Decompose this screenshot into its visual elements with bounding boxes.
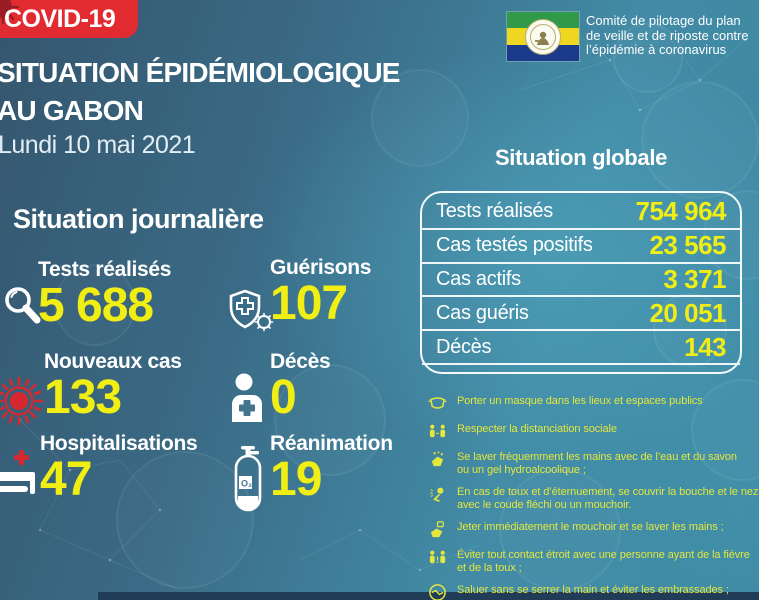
virus-icon <box>0 376 44 426</box>
report-date: Lundi 10 mai 2021 <box>0 131 196 159</box>
no-handshake-icon <box>429 584 446 600</box>
stat-value: 0 <box>270 371 297 424</box>
stat-deces: Décès 0 <box>270 350 331 424</box>
table-row: Tests réalisés 754 964 <box>422 196 740 230</box>
hand-wash-icon <box>431 451 444 467</box>
shield-cross-icon <box>229 289 274 332</box>
person-cross-icon <box>232 373 262 422</box>
committee-title-line1: Comité de pilotage du plan <box>586 13 741 28</box>
row-value: 23 565 <box>649 230 726 261</box>
row-value: 3 371 <box>663 263 726 294</box>
banner-label: COVID-19 <box>4 4 116 33</box>
magnifier-icon <box>5 287 41 324</box>
list-item: Respecter la distanciation sociale <box>428 423 759 441</box>
list-item: En cas de toux et d’éternuement, se couv… <box>428 486 759 511</box>
gabon-flag-logo <box>507 12 579 61</box>
stat-label: Guérisons <box>270 256 372 279</box>
row-label: Décès <box>436 335 492 358</box>
bottom-accent-bar <box>98 592 759 600</box>
recommendation-text: Porter un masque dans les lieux et espac… <box>457 395 703 407</box>
table-row: Cas testés positifs 23 565 <box>422 230 740 264</box>
row-value: 20 051 <box>649 297 726 328</box>
table-row: Décès 143 <box>422 331 740 365</box>
list-item: Porter un masque dans les lieux et espac… <box>428 395 759 413</box>
page-title-line2: AU GABON <box>0 95 144 126</box>
global-section-heading: Situation globale <box>494 145 668 170</box>
recommendation-text: Respecter la distanciation sociale <box>457 423 617 435</box>
committee-title-line3: l’épidémie à coronavirus <box>586 42 727 57</box>
global-situation-table: Tests réalisés 754 964 Cas testés positi… <box>420 191 742 374</box>
stat-tests-realises: Tests réalisés 5 688 <box>38 258 171 330</box>
sneeze-elbow-icon <box>430 487 444 502</box>
stat-label: Nouveaux cas <box>44 350 182 373</box>
recommendation-text: En cas de toux et d’éternuement, se couv… <box>457 486 759 511</box>
covid19-banner: COVID-19 <box>0 0 138 38</box>
stat-label: Tests réalisés <box>38 258 172 281</box>
social-distance-icon <box>429 424 446 438</box>
oxygen-tank-icon: O₂ <box>234 446 262 512</box>
recommendation-text: Saluer sans se serrer la main et éviter … <box>457 584 729 596</box>
stat-value: 107 <box>270 277 348 330</box>
committee-title-line2: de veille et de riposte contre <box>586 27 749 43</box>
recommendation-text: Éviter tout contact étroit avec une pers… <box>457 549 750 574</box>
list-item: Se laver fréquemment les mains avec de l… <box>428 451 759 476</box>
stat-value: 133 <box>44 371 122 424</box>
table-row: Cas actifs 3 371 <box>422 264 740 298</box>
page-title-line1: SITUATION ÉPIDÉMIOLOGIQUE <box>0 57 400 88</box>
stat-guerisons: Guérisons 107 <box>270 256 371 328</box>
list-item: Jeter immédiatement le mouchoir et se la… <box>428 521 759 539</box>
mask-icon <box>428 397 447 409</box>
row-label: Tests réalisés <box>436 200 553 223</box>
row-label: Cas testés positifs <box>436 234 593 257</box>
stat-value: 5 688 <box>38 279 154 332</box>
stat-hospitalisations: Hospitalisations 47 <box>40 432 198 506</box>
list-item: Saluer sans se serrer la main et éviter … <box>428 584 759 600</box>
stat-value: 19 <box>270 453 322 506</box>
committee-title: Comité de pilotage du plan de veille et … <box>586 12 749 61</box>
row-value: 143 <box>684 331 726 362</box>
recommendation-text: Jeter immédiatement le mouchoir et se la… <box>457 521 724 533</box>
svg-text:O₂: O₂ <box>241 479 252 489</box>
committee-logo-block: Comité de pilotage du plan de veille et … <box>507 12 749 61</box>
row-value: 754 964 <box>635 196 727 227</box>
gabon-coat-of-arms-icon <box>530 24 556 50</box>
recommendations-list: Porter un masque dans les lieux et espac… <box>428 395 759 600</box>
list-item: Éviter tout contact étroit avec une pers… <box>428 549 759 574</box>
hospital-bed-icon <box>0 450 35 494</box>
recommendation-text: Se laver fréquemment les mains avec de l… <box>457 451 737 476</box>
stat-label: Décès <box>270 350 331 373</box>
throw-tissue-icon <box>430 521 444 538</box>
stat-nouveaux-cas: Nouveaux cas 133 <box>44 350 182 422</box>
daily-section-heading: Situation journalière <box>13 204 264 234</box>
avoid-contact-icon <box>429 550 446 564</box>
stat-value: 47 <box>40 453 92 506</box>
stat-label: Réanimation <box>270 432 393 455</box>
row-label: Cas actifs <box>436 267 521 290</box>
virus-corner-icon <box>0 0 20 25</box>
stat-label: Hospitalisations <box>40 432 198 455</box>
stat-reanimation: Réanimation 19 <box>270 432 393 504</box>
row-label: Cas guéris <box>436 301 529 324</box>
table-row: Cas guéris 20 051 <box>422 297 740 332</box>
gabon-emblem <box>525 19 561 55</box>
